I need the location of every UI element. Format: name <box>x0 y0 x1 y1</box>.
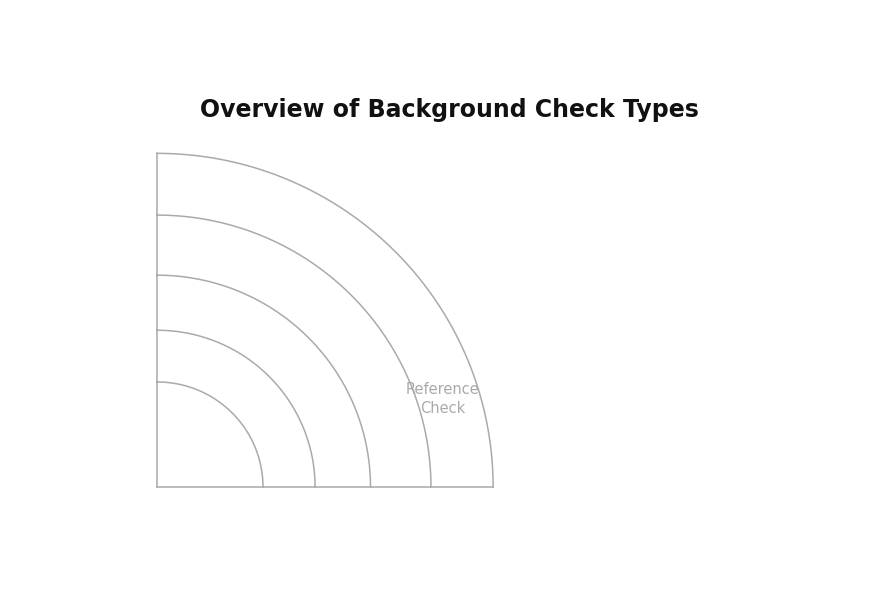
Text: Overview of Background Check Types: Overview of Background Check Types <box>200 98 699 122</box>
Text: Reference
Check: Reference Check <box>406 382 480 416</box>
